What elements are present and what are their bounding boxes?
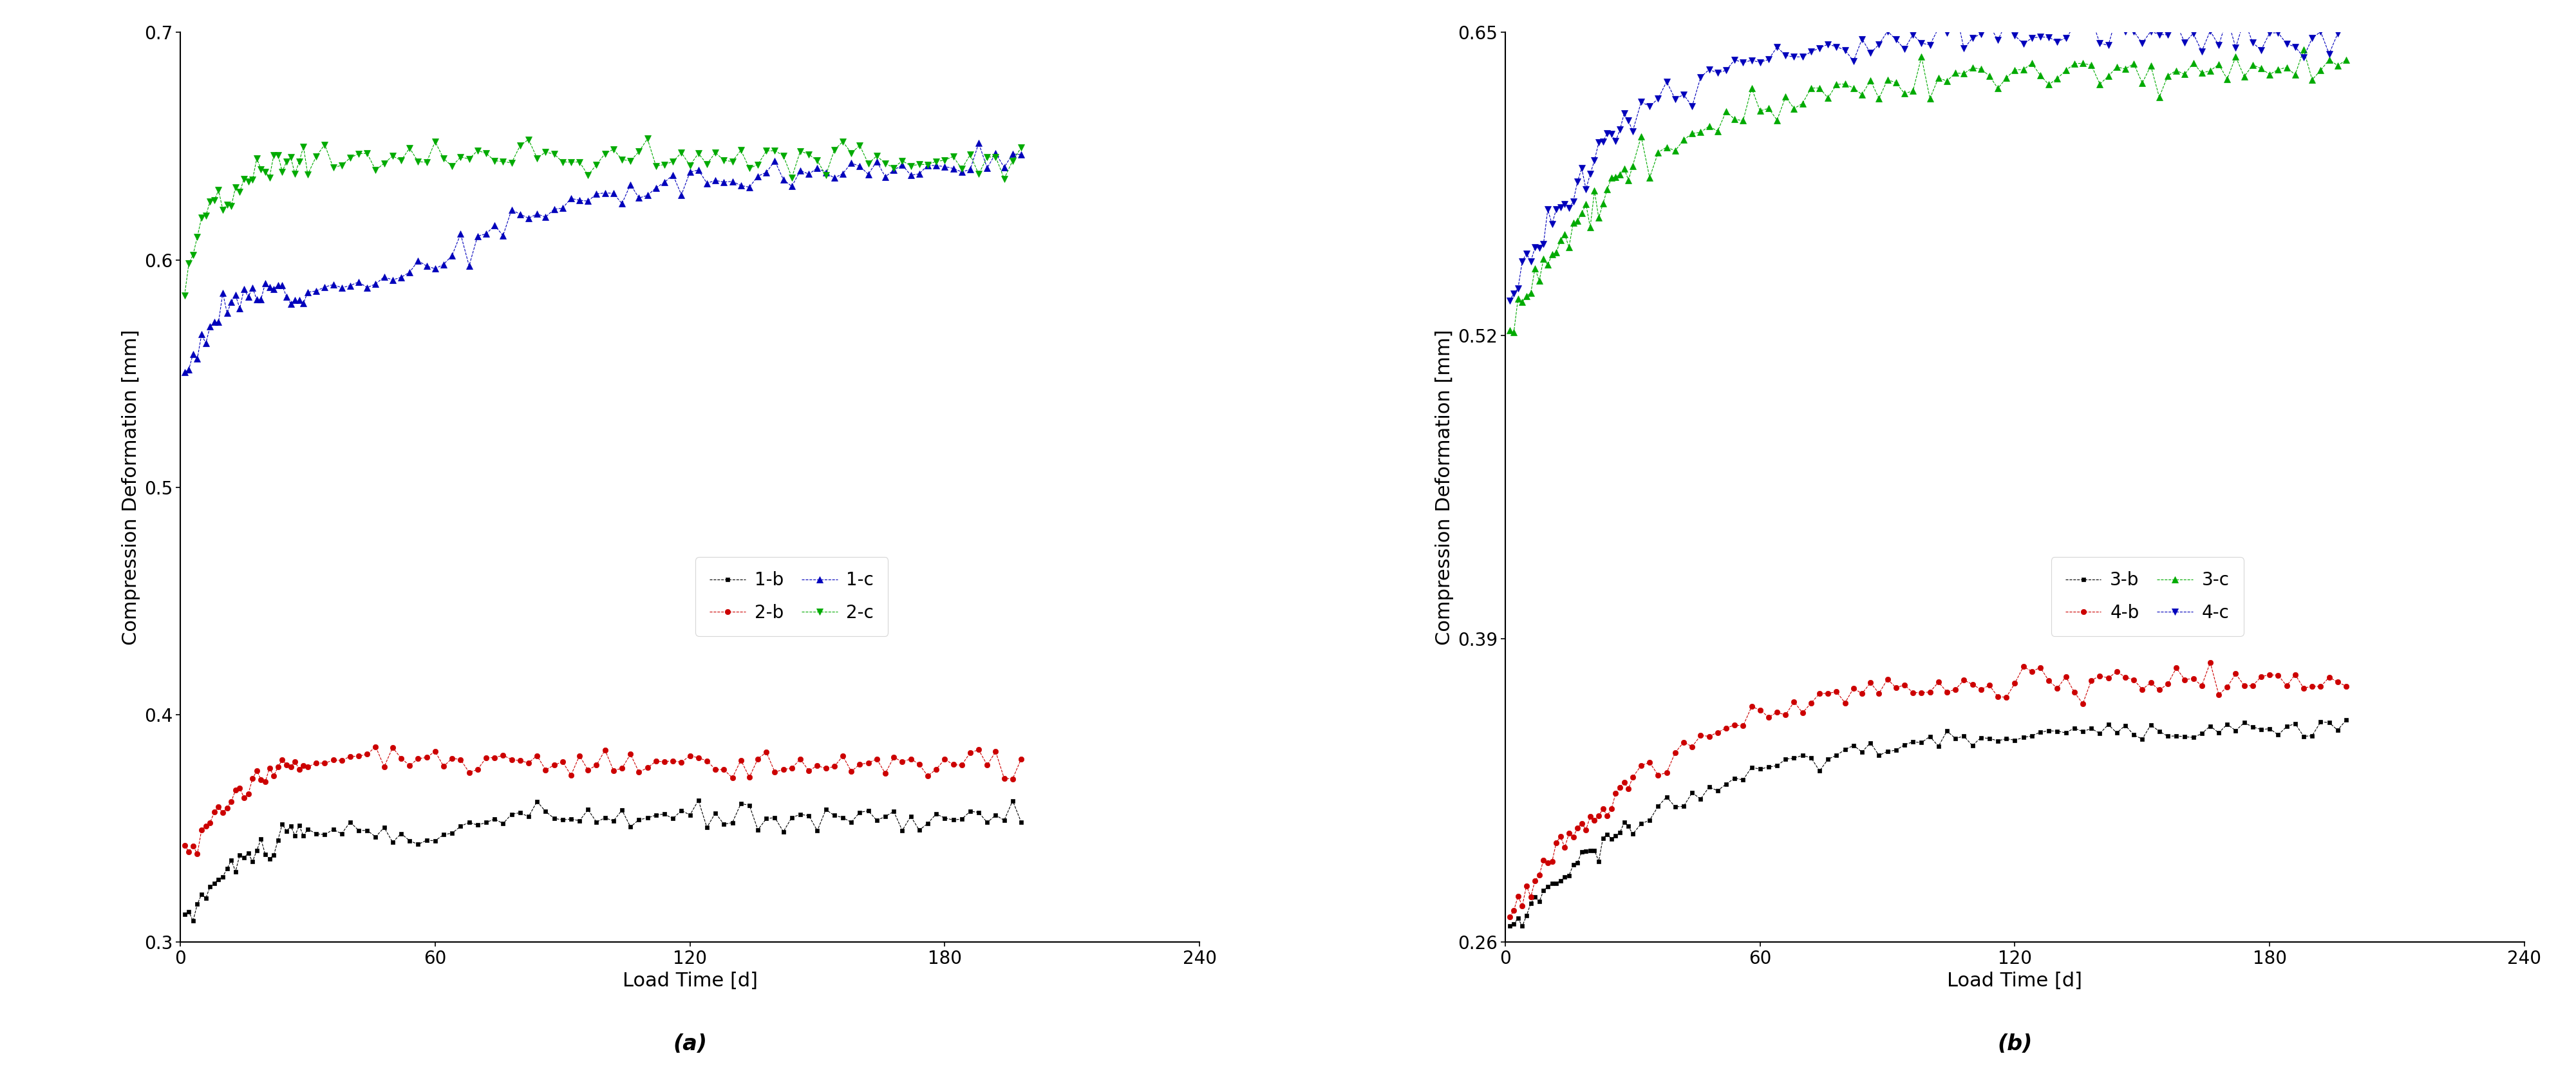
2-b (170, 839, 201, 852)
4-c (2110, 25, 2141, 38)
3-c (1754, 102, 1785, 115)
1-c (1005, 148, 1036, 161)
2-c (170, 289, 201, 302)
1-c (420, 262, 451, 275)
3-c (1553, 240, 1584, 253)
3-b (1651, 791, 1682, 804)
4-c (1940, 2, 1971, 15)
4-b (1744, 703, 1775, 716)
3-b (1507, 919, 1538, 932)
2-b (229, 792, 260, 805)
X-axis label: Load Time [d]: Load Time [d] (623, 971, 757, 990)
3-c (2287, 43, 2318, 56)
1-c (963, 136, 994, 149)
1-b (317, 823, 348, 836)
4-b (1494, 911, 1525, 924)
3-b (1999, 733, 2030, 746)
1-b (170, 908, 201, 921)
4-c (1548, 197, 1579, 210)
3-c (1499, 326, 1530, 339)
4-c (1633, 100, 1664, 113)
4-b (2195, 656, 2226, 669)
4-b (2102, 665, 2133, 678)
Text: (a): (a) (672, 1033, 706, 1055)
1-b (327, 827, 358, 840)
2-c (786, 144, 817, 157)
Line: 3-c: 3-c (1507, 47, 2349, 336)
2-b (327, 754, 358, 767)
1-b (675, 809, 706, 822)
1-c (309, 280, 340, 293)
3-c (1643, 146, 1674, 159)
2-b (361, 740, 392, 753)
3-c (1494, 324, 1525, 337)
4-b (1643, 769, 1674, 782)
4-b (1633, 756, 1664, 769)
Y-axis label: Compression Deformation [mm]: Compression Deformation [mm] (121, 329, 142, 645)
2-c (1005, 141, 1036, 154)
4-c (1643, 92, 1674, 105)
2-b (183, 848, 214, 861)
4-b (2331, 680, 2362, 693)
Line: 2-b: 2-b (183, 744, 1023, 857)
1-b (428, 828, 459, 841)
1-b (793, 809, 824, 822)
4-c (2331, 13, 2362, 26)
Legend: 1-b, 2-b, 1-c, 2-c: 1-b, 2-b, 1-c, 2-c (696, 557, 889, 636)
3-c (2331, 54, 2362, 67)
Line: 1-c: 1-c (180, 140, 1025, 375)
1-b (229, 851, 260, 864)
2-c (317, 161, 348, 174)
3-b (1754, 760, 1785, 773)
Line: 4-c: 4-c (1507, 6, 2349, 304)
3-c (1651, 141, 1682, 154)
1-b (683, 794, 714, 807)
1-c (667, 188, 698, 201)
2-b (683, 752, 714, 765)
3-b (1494, 919, 1525, 932)
4-b (1548, 841, 1579, 854)
Legend: 3-b, 4-b, 3-c, 4-c: 3-b, 4-b, 3-c, 4-c (2050, 557, 2244, 636)
2-c (675, 159, 706, 172)
Line: 2-c: 2-c (180, 135, 1025, 299)
2-b (438, 752, 469, 765)
Y-axis label: Compression Deformation [mm]: Compression Deformation [mm] (1435, 329, 1453, 645)
2-b (317, 754, 348, 767)
2-c (420, 135, 451, 148)
2-b (793, 765, 824, 778)
3-c (2110, 63, 2141, 76)
2-c (631, 132, 662, 145)
4-c (1999, 29, 2030, 42)
3-b (2110, 719, 2141, 732)
4-b (1991, 691, 2022, 704)
2-b (1005, 753, 1036, 766)
Line: 1-b: 1-b (183, 798, 1023, 923)
Line: 3-b: 3-b (1507, 718, 2349, 928)
1-c (775, 180, 806, 193)
X-axis label: Load Time [d]: Load Time [d] (1947, 971, 2081, 990)
1-b (1005, 815, 1036, 828)
3-b (1553, 869, 1584, 882)
4-c (1744, 56, 1775, 69)
4-c (1494, 295, 1525, 308)
2-c (309, 138, 340, 151)
1-c (224, 302, 255, 315)
3-b (2331, 714, 2362, 727)
3-b (1643, 799, 1674, 812)
Text: (b): (b) (1996, 1033, 2032, 1055)
1-b (178, 914, 209, 927)
Line: 4-b: 4-b (1507, 660, 2349, 919)
3-c (1999, 64, 2030, 77)
1-c (317, 278, 348, 291)
1-c (170, 366, 201, 379)
2-c (224, 185, 255, 198)
